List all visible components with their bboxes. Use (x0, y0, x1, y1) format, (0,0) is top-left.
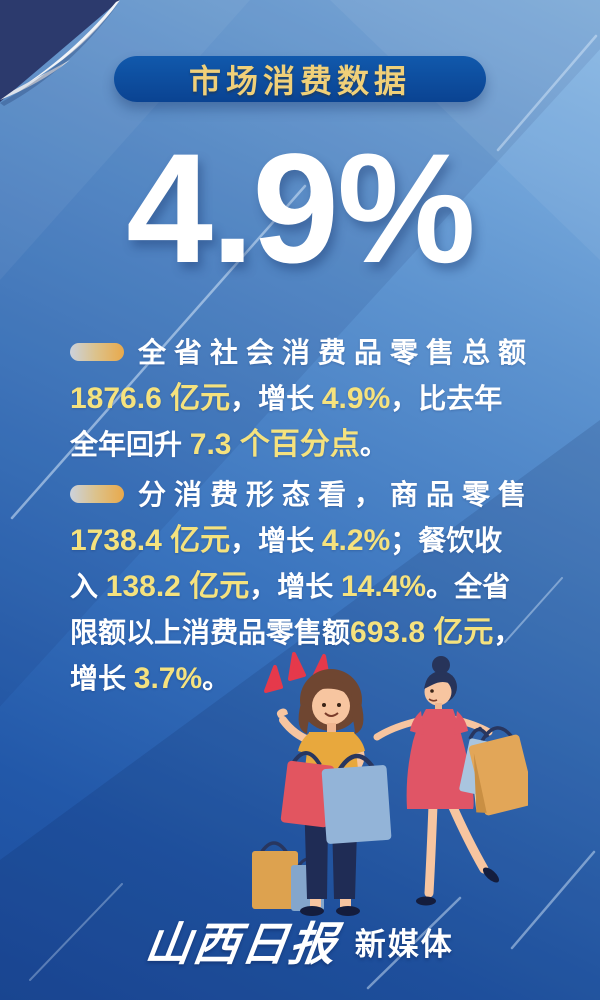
text-segment: 。全省 (426, 571, 511, 602)
text-segment: 。 (202, 663, 231, 694)
shopping-bag (459, 726, 528, 816)
text-segment: ，增长 (249, 571, 341, 602)
shopper-right (373, 656, 528, 906)
text-segment: ，比去年 (390, 383, 503, 414)
page-title: 市场消费数据 (188, 63, 411, 99)
text-segment: 入 (70, 571, 106, 602)
text-segment: ，增长 (230, 525, 322, 556)
stat-rebound: 7.3 个百分点 (189, 428, 360, 461)
paragraph-line: 全省社会消费品零售总额 (70, 330, 536, 376)
shopping-illustration (252, 652, 528, 916)
paragraph-line: 1876.6 亿元，增长 4.9%，比去年 (70, 376, 536, 422)
paragraph-line: 入 138.2 亿元，增长 14.4%。全省 (70, 564, 536, 610)
stat-catering-growth: 14.4% (340, 570, 427, 603)
brand-suffix-new-media: 新媒体 (354, 926, 454, 962)
paragraph-line: 分消费形态看，商品零售 (70, 472, 536, 518)
text-segment: 分消费形态看，商品零售 (138, 479, 535, 510)
text-segment: 全省社会消费品零售总额 (138, 337, 535, 368)
stat-total-retail: 1876.6 亿元 (70, 382, 231, 415)
text-segment: 。 (359, 429, 388, 460)
stat-catering-income: 138.2 亿元 (105, 570, 250, 603)
title-pill: 市场消费数据 (114, 56, 486, 102)
paragraph-consumption-breakdown: 分消费形态看，商品零售 1738.4 亿元，增长 4.2%；餐饮收 入 138.… (70, 472, 536, 702)
paragraph-line: 全年回升 7.3 个百分点。 (70, 422, 536, 468)
text-segment: ， (493, 617, 522, 648)
paragraph-line: 限额以上消费品零售额693.8 亿元， (70, 610, 536, 656)
text-segment: 增长 (70, 663, 134, 694)
stat-above-quota-growth: 3.7% (133, 662, 203, 695)
stat-growth: 4.9% (321, 382, 391, 415)
paragraph-line: 1738.4 亿元，增长 4.2%；餐饮收 (70, 518, 536, 564)
comet-bullet-icon (70, 342, 124, 361)
text-segment: 限额以上消费品零售额 (70, 617, 351, 648)
stat-above-quota-retail: 693.8 亿元 (350, 616, 494, 649)
stat-goods-growth: 4.2% (321, 524, 391, 557)
comet-bullet-icon (70, 484, 124, 503)
stat-goods-retail: 1738.4 亿元 (70, 524, 231, 557)
text-segment: 全年回升 (70, 429, 190, 460)
text-segment: ，增长 (230, 383, 322, 414)
brand-script-shanxi-daily: 山西日报 (142, 917, 342, 971)
brand-logo: 山西日报 新媒体 (0, 908, 600, 974)
paragraph-line: 增长 3.7%。 (70, 656, 536, 702)
shopper-left (276, 669, 392, 916)
text-segment: ；餐饮收 (390, 525, 503, 556)
paragraph-total-retail: 全省社会消费品零售总额 1876.6 亿元，增长 4.9%，比去年 全年回升 7… (70, 330, 536, 468)
shopping-bag (280, 751, 392, 844)
hero-growth-value: 4.9% (126, 122, 476, 296)
